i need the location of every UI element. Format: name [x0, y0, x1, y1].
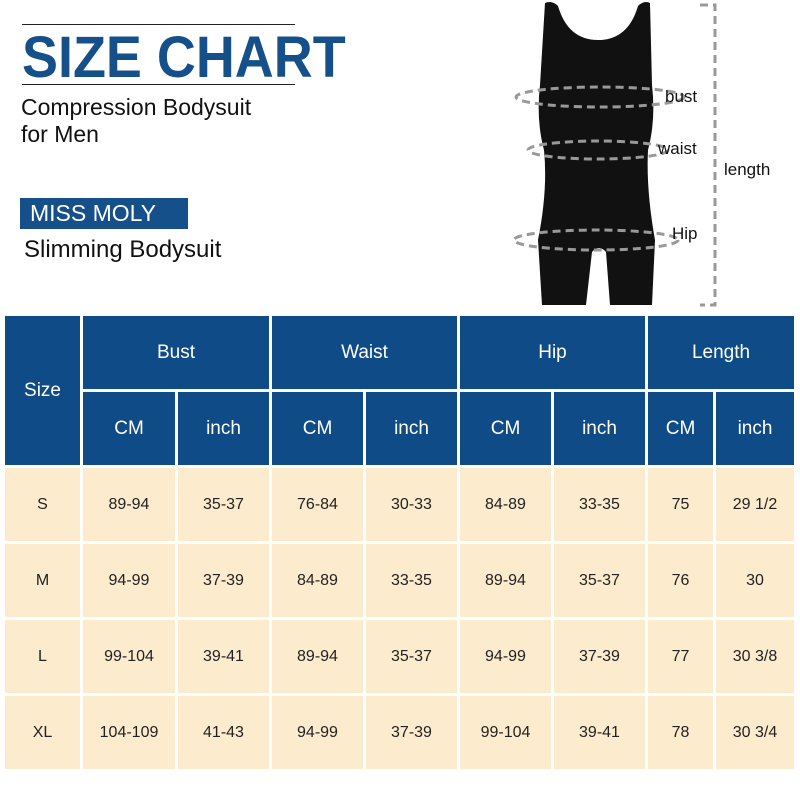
waist-label: waist: [658, 139, 697, 158]
table-cell: 30-33: [366, 468, 457, 541]
unit-header: inch: [716, 392, 794, 465]
size-cell: S: [5, 468, 80, 541]
subtitle: Compression Bodysuit for Men: [21, 94, 251, 148]
table-cell: 76: [648, 544, 713, 617]
bust-header: Bust: [83, 316, 269, 389]
tagline: Slimming Bodysuit: [24, 236, 222, 263]
table-cell: 35-37: [554, 544, 645, 617]
size-cell: M: [5, 544, 80, 617]
unit-header: CM: [272, 392, 363, 465]
top-rule: [22, 24, 295, 25]
brand-badge: MISS MOLY: [20, 198, 188, 229]
table-cell: 30 3/4: [716, 696, 794, 769]
size-header: Size: [5, 316, 80, 465]
unit-header: CM: [648, 392, 713, 465]
table-cell: 89-94: [83, 468, 175, 541]
table-cell: 75: [648, 468, 713, 541]
table-cell: 30 3/8: [716, 620, 794, 693]
table-cell: 37-39: [366, 696, 457, 769]
bodysuit-illustration: [512, 2, 717, 307]
table-cell: 41-43: [178, 696, 269, 769]
bust-label: bust: [665, 87, 698, 106]
table-cell: 84-89: [272, 544, 363, 617]
table-cell: 99-104: [460, 696, 551, 769]
waist-header: Waist: [272, 316, 457, 389]
table-cell: 30: [716, 544, 794, 617]
unit-header: inch: [554, 392, 645, 465]
unit-header: inch: [366, 392, 457, 465]
table-cell: 84-89: [460, 468, 551, 541]
unit-header: CM: [83, 392, 175, 465]
size-table: Size Bust Waist Hip Length CM inch CM inch C…: [5, 316, 794, 769]
table-cell: 94-99: [83, 544, 175, 617]
length-label: length: [724, 160, 771, 179]
table-cell: 33-35: [554, 468, 645, 541]
hip-label: Hip: [672, 224, 698, 243]
hip-header: Hip: [460, 316, 645, 389]
table-cell: 33-35: [366, 544, 457, 617]
table-cell: 39-41: [554, 696, 645, 769]
table-cell: 94-99: [460, 620, 551, 693]
unit-header: CM: [460, 392, 551, 465]
table-cell: 77: [648, 620, 713, 693]
bottom-rule: [22, 84, 295, 85]
table-cell: 35-37: [178, 468, 269, 541]
table-cell: 94-99: [272, 696, 363, 769]
table-cell: 99-104: [83, 620, 175, 693]
table-cell: 37-39: [554, 620, 645, 693]
page-title: SIZE CHART: [22, 25, 346, 90]
size-cell: XL: [5, 696, 80, 769]
table-cell: 29 1/2: [716, 468, 794, 541]
table-cell: 76-84: [272, 468, 363, 541]
unit-header: inch: [178, 392, 269, 465]
table-cell: 89-94: [272, 620, 363, 693]
table-cell: 78: [648, 696, 713, 769]
table-cell: 39-41: [178, 620, 269, 693]
length-header: Length: [648, 316, 794, 389]
size-cell: L: [5, 620, 80, 693]
subtitle-line1: Compression Bodysuit: [21, 94, 252, 120]
table-cell: 35-37: [366, 620, 457, 693]
table-cell: 89-94: [460, 544, 551, 617]
subtitle-line2: for Men: [21, 121, 99, 147]
table-cell: 37-39: [178, 544, 269, 617]
table-cell: 104-109: [83, 696, 175, 769]
